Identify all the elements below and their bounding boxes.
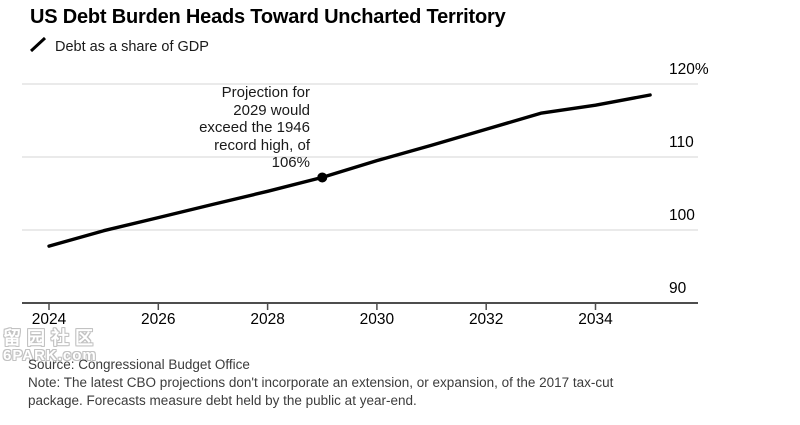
y-tick-label: 120%	[669, 61, 709, 78]
footer: Source: Congressional Budget Office Note…	[28, 356, 613, 410]
y-tick-label: 90	[669, 280, 687, 297]
x-tick-label: 2034	[578, 311, 613, 328]
source-line: Source: Congressional Budget Office	[28, 357, 250, 372]
annotation-2029: Projection for 2029 would exceed the 194…	[199, 84, 310, 171]
x-tick-label: 2032	[468, 311, 504, 328]
x-tick-label: 2028	[250, 311, 285, 328]
axis-ticks	[48, 303, 597, 310]
x-tick-label: 2030	[359, 311, 395, 328]
note-line: Note: The latest CBO projections don't i…	[28, 375, 614, 408]
debt-share-line	[47, 93, 652, 248]
gridlines	[22, 83, 698, 304]
highlight-point-2029	[317, 172, 328, 183]
x-tick-label: 2024	[31, 311, 67, 328]
y-tick-label: 110	[669, 134, 694, 151]
y-tick-label: 100	[669, 207, 695, 224]
legend: Debt as a share of GDP	[29, 36, 209, 57]
legend-label: Debt as a share of GDP	[55, 39, 209, 55]
debt-series-line	[47, 93, 652, 248]
chart-title: US Debt Burden Heads Toward Uncharted Te…	[30, 6, 506, 28]
line-series-icon	[29, 36, 48, 57]
x-tick-label: 2026	[141, 311, 176, 328]
